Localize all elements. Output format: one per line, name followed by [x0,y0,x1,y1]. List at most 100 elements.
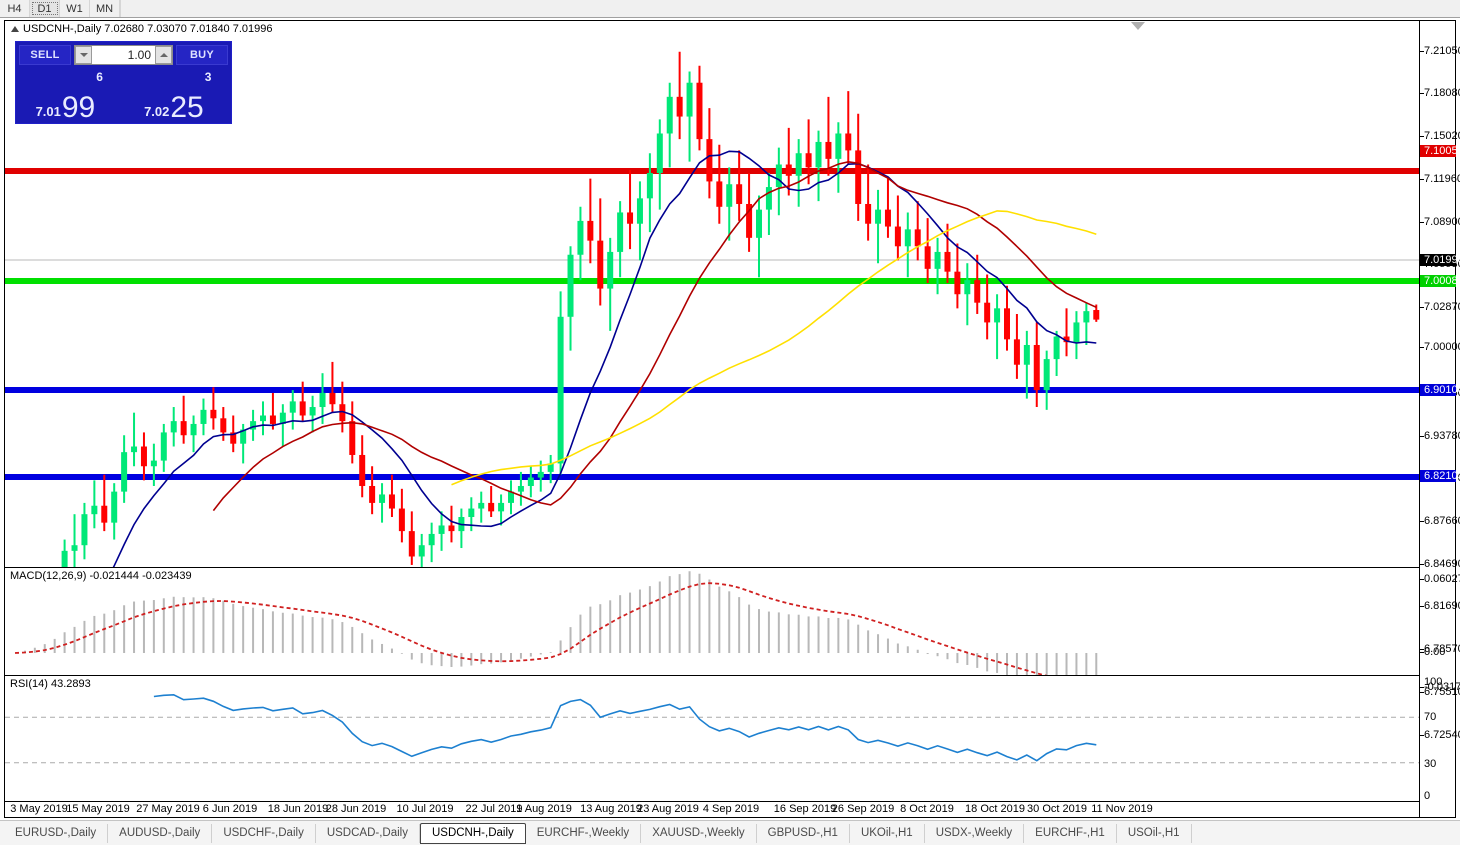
chart-tab-usoil[interactable]: USOil-,H1 [1117,823,1192,843]
macd-pane[interactable]: MACD(12,26,9) -0.021444 -0.023439 [5,567,1419,675]
ask-quote[interactable]: 7.02 25 3 [125,67,232,123]
price-tick-mark [1420,735,1424,736]
date-tick-label: 26 Sep 2019 [831,803,895,815]
price-tick-mark [1420,179,1424,180]
bid-price-fraction: 6 [96,70,103,84]
ask-price-prefix: 7.02 [144,104,170,119]
candle-body [557,316,564,464]
candle-body [1093,310,1100,320]
chart-symbol-ohlc-label: USDCNH-,Daily 7.02680 7.03070 7.01840 7.… [23,23,273,35]
volume-stepper[interactable]: 1.00 [74,44,173,65]
date-tick-label: 16 Sep 2019 [773,803,837,815]
price-tick-label: 6.81690 [1424,600,1460,612]
candle-body [537,471,544,478]
candle-body [1013,339,1020,365]
period-toolbar: H4 D1 W1 MN [0,0,1460,18]
chart-tab-xauusd[interactable]: XAUUSD-,Weekly [641,823,757,843]
buy-button[interactable]: BUY [176,44,228,65]
price-pane[interactable] [5,21,1419,567]
price-level-badge-black[interactable]: 7.01996 [1420,254,1460,266]
volume-increment-button[interactable] [155,45,172,64]
trade-panel-quotes: 7.01 99 6 7.02 25 3 [16,67,231,123]
bid-quote[interactable]: 7.01 99 6 [16,67,125,123]
price-tick-mark [1420,692,1424,693]
candle-body [696,82,703,140]
price-tick-label: 7.21050 [1424,45,1460,57]
rsi-line [153,693,1097,762]
chart-title-bar: USDCNH-,Daily 7.02680 7.03070 7.01840 7.… [11,23,273,35]
candle-body [994,308,1001,323]
chevron-down-icon [79,52,88,57]
candle-body [567,254,574,317]
price-level-badge-blue[interactable]: 6.90100 [1420,384,1460,396]
candle-body [646,172,653,199]
candle-body [230,432,237,444]
candle-body [160,432,167,461]
candle-body [379,494,386,503]
candle-body [617,212,624,252]
candle-body [547,463,554,472]
candle-body [279,412,286,424]
candle-body [964,280,971,295]
chart-shift-marker-icon[interactable] [1131,22,1145,30]
chart-tab-ukoil[interactable]: UKOil-,H1 [850,823,925,843]
candle-body [388,494,395,509]
candle-body [746,203,753,238]
price-level-badge-green[interactable]: 7.00089 [1420,275,1460,287]
bid-price-prefix: 7.01 [35,104,61,119]
price-tick-label: 6.87660 [1424,515,1460,527]
candle-body [498,502,505,512]
trade-panel-controls: SELL 1.00 BUY [16,42,231,67]
price-tick-mark [1420,347,1424,348]
chart-tab-eurchf[interactable]: EURCHF-,Weekly [526,823,642,843]
chart-tab-usdx[interactable]: USDX-,Weekly [925,823,1025,843]
chart-tab-eurusd[interactable]: EURUSD-,Daily [4,823,109,843]
price-level-badge-blue[interactable]: 6.82103 [1420,470,1460,482]
candle-body [1063,336,1070,343]
candle-body [250,421,257,430]
price-tick-mark [1420,307,1424,308]
chart-tab-eurchf[interactable]: EURCHF-,H1 [1024,823,1117,843]
volume-decrement-button[interactable] [75,45,92,64]
date-tick-label: 18 Jun 2019 [267,803,329,815]
candle-body [428,533,435,546]
candle-body [954,271,961,295]
date-tick-label: 3 May 2019 [10,803,68,815]
candle-body [627,212,634,224]
period-tab-d1[interactable]: D1 [30,0,60,17]
candle-body [865,203,872,224]
macd-label: MACD(12,26,9) -0.021444 -0.023439 [10,570,192,582]
price-level-badge-red[interactable]: 7.10051 [1420,145,1460,157]
candle-body [795,153,802,176]
rsi-pane[interactable]: RSI(14) 43.2893 [5,675,1419,801]
date-tick-label: 8 Oct 2019 [900,803,954,815]
candle-body [468,508,475,518]
ma-slow-line [451,210,1097,486]
candle-body [111,491,118,523]
price-tick-label: 6.75510 [1424,686,1460,698]
candle-body [517,485,524,492]
candle-body [1053,336,1060,360]
price-tick-mark [1420,93,1424,94]
chart-tab-gbpusd[interactable]: GBPUSD-,H1 [757,823,850,843]
sell-button[interactable]: SELL [19,44,71,65]
collapse-triangle-icon[interactable] [11,26,19,32]
date-tick-label: 6 Jun 2019 [202,803,258,815]
chart-tab-audusd[interactable]: AUDUSD-,Daily [108,823,213,843]
candle-body [607,251,614,289]
candle-body [1083,311,1090,323]
chart-tab-usdchf[interactable]: USDCHF-,Daily [212,823,316,843]
period-tab-h4[interactable]: H4 [0,0,30,17]
candle-body [488,502,495,512]
price-tick-label: 6.93780 [1424,430,1460,442]
candle-body [785,164,792,176]
period-tab-mn[interactable]: MN [90,0,120,17]
volume-input[interactable]: 1.00 [92,45,155,64]
chart-tab-usdcnh[interactable]: USDCNH-,Daily [419,822,526,844]
price-scale[interactable]: 7.210507.180807.150207.119607.089007.059… [1419,21,1460,817]
time-scale[interactable]: 3 May 2019 15 May 2019 27 May 2019 6 Jun 20… [5,801,1419,817]
candle-body [299,401,306,416]
chart-tab-usdcad[interactable]: USDCAD-,Daily [316,823,420,843]
period-tab-w1[interactable]: W1 [60,0,90,17]
candle-body [309,407,316,416]
